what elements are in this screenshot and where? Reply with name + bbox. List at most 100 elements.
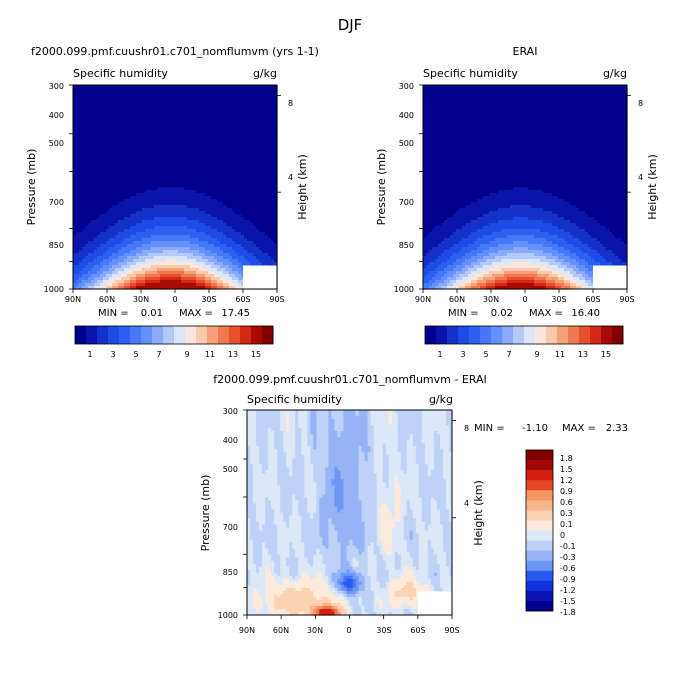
heatmap-cell bbox=[94, 139, 98, 143]
heatmap-cell bbox=[88, 151, 92, 155]
heatmap-cell bbox=[193, 88, 197, 92]
heatmap-cell bbox=[211, 130, 215, 134]
heatmap-cell bbox=[271, 94, 275, 98]
heatmap-cell bbox=[274, 166, 278, 170]
heatmap-cell bbox=[211, 136, 215, 140]
heatmap-cell bbox=[118, 100, 122, 104]
heatmap-cell bbox=[103, 157, 107, 161]
heatmap-cell bbox=[76, 151, 80, 155]
heatmap-cell bbox=[235, 145, 239, 149]
heatmap-cell bbox=[160, 94, 164, 98]
heatmap-cell bbox=[175, 100, 179, 104]
heatmap-cell bbox=[97, 133, 101, 137]
heatmap-cell bbox=[151, 124, 155, 128]
heatmap-cell bbox=[166, 88, 170, 92]
heatmap-cell bbox=[112, 136, 116, 140]
heatmap-cell bbox=[175, 91, 179, 95]
colorbar-labels: 1 3 5 7 9 11 13 15 bbox=[87, 350, 261, 359]
heatmap-cell bbox=[232, 160, 236, 164]
heatmap-cell bbox=[271, 148, 275, 152]
heatmap-cell bbox=[193, 118, 197, 122]
heatmap-cell bbox=[223, 112, 227, 116]
heatmap-cell bbox=[127, 118, 131, 122]
heatmap-cell bbox=[220, 160, 224, 164]
heatmap-cell bbox=[148, 139, 152, 143]
heatmap-cell bbox=[232, 145, 236, 149]
heatmap-cell bbox=[76, 109, 80, 113]
heatmap-cell bbox=[199, 154, 203, 158]
heatmap-cell bbox=[184, 166, 188, 170]
heatmap-cell bbox=[136, 121, 140, 125]
heatmap-cell bbox=[226, 133, 230, 137]
heatmap-cell bbox=[172, 112, 176, 116]
heatmap-cell bbox=[271, 142, 275, 146]
heatmap-cell bbox=[193, 97, 197, 101]
heatmap-cell bbox=[79, 154, 83, 158]
heatmap-cell bbox=[229, 130, 233, 134]
heatmap-cell bbox=[193, 103, 197, 107]
heatmap-cell bbox=[226, 151, 230, 155]
heatmap-cell bbox=[196, 163, 200, 167]
heatmap-cell bbox=[265, 115, 269, 119]
colorbar-label: 13 bbox=[228, 350, 238, 359]
heatmap-cell bbox=[202, 118, 206, 122]
heatmap-cell bbox=[208, 115, 212, 119]
heatmap-cell bbox=[106, 91, 110, 95]
heatmap-cell bbox=[202, 121, 206, 125]
heatmap-cell bbox=[145, 103, 149, 107]
heatmap-cell bbox=[184, 118, 188, 122]
heatmap-cell bbox=[178, 136, 182, 140]
heatmap-cell bbox=[235, 109, 239, 113]
heatmap-cell bbox=[238, 124, 242, 128]
heatmap-cell bbox=[136, 163, 140, 167]
heatmap-cell bbox=[217, 103, 221, 107]
heatmap-cell bbox=[151, 154, 155, 158]
heatmap-cell bbox=[79, 139, 83, 143]
heatmap-cell bbox=[217, 142, 221, 146]
heatmap-cell bbox=[157, 157, 161, 161]
heatmap-cell bbox=[127, 163, 131, 167]
heatmap-cell bbox=[148, 145, 152, 149]
heatmap-cell bbox=[247, 130, 251, 134]
heatmap-cell bbox=[232, 166, 236, 170]
heatmap-cell bbox=[94, 160, 98, 164]
heatmap-cell bbox=[115, 151, 119, 155]
heatmap-cell bbox=[148, 157, 152, 161]
heatmap-cell bbox=[244, 127, 248, 131]
heatmap-cell bbox=[91, 85, 95, 89]
heatmap-cell bbox=[79, 100, 83, 104]
heatmap-cell bbox=[88, 118, 92, 122]
heatmap-cell bbox=[109, 148, 113, 152]
heatmap-cell bbox=[184, 91, 188, 95]
heatmap-cell bbox=[115, 139, 119, 143]
heatmap-cell bbox=[196, 148, 200, 152]
heatmap-cell bbox=[241, 142, 245, 146]
heatmap-cell bbox=[229, 145, 233, 149]
heatmap-cell bbox=[124, 145, 128, 149]
heatmap-cell bbox=[148, 121, 152, 125]
heatmap-cell bbox=[202, 94, 206, 98]
colorbar-label: 11 bbox=[205, 350, 215, 359]
heatmap-cell bbox=[103, 112, 107, 116]
heatmap-cell bbox=[103, 109, 107, 113]
heatmap-cell bbox=[220, 124, 224, 128]
heatmap-cell bbox=[163, 136, 167, 140]
heatmap-cell bbox=[202, 142, 206, 146]
heatmap-cell bbox=[97, 157, 101, 161]
heatmap-cell bbox=[247, 109, 251, 113]
heatmap-cell bbox=[184, 136, 188, 140]
heatmap-cell bbox=[259, 115, 263, 119]
heatmap-cell bbox=[271, 157, 275, 161]
heatmap-cell bbox=[256, 130, 260, 134]
heatmap-cell bbox=[166, 142, 170, 146]
heatmap-cell bbox=[109, 157, 113, 161]
heatmap-cell bbox=[223, 106, 227, 110]
heatmap-cell bbox=[226, 142, 230, 146]
heatmap-cell bbox=[205, 169, 209, 173]
heatmap-cell bbox=[88, 148, 92, 152]
heatmap-cell bbox=[115, 154, 119, 158]
heatmap-cell bbox=[118, 97, 122, 101]
heatmap-cell bbox=[97, 85, 101, 89]
heatmap-cell bbox=[250, 154, 254, 158]
heatmap-cell bbox=[154, 169, 158, 173]
